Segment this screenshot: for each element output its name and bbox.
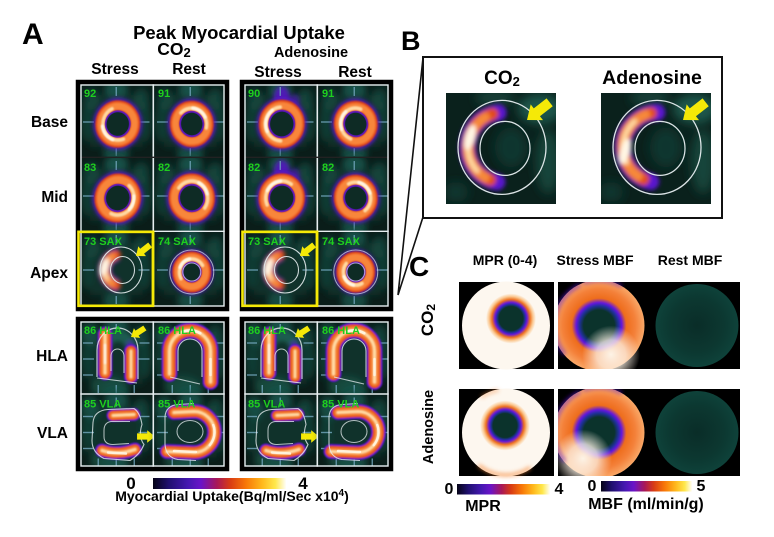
svg-text:Adenosine: Adenosine (274, 45, 348, 61)
svg-text:82: 82 (158, 162, 170, 174)
svg-text:MBF (ml/min/g): MBF (ml/min/g) (588, 496, 704, 513)
svg-text:Stress: Stress (91, 61, 138, 78)
svg-text:0: 0 (126, 474, 135, 493)
svg-text:CO2: CO2 (418, 304, 438, 337)
svg-text:73 SAX: 73 SAX (248, 236, 287, 248)
svg-text:A: A (22, 18, 44, 51)
svg-text:Rest MBF: Rest MBF (658, 252, 723, 268)
svg-text:MPR (0-4): MPR (0-4) (473, 252, 538, 268)
svg-text:Adenosine: Adenosine (602, 67, 702, 89)
svg-text:Stress: Stress (254, 64, 301, 81)
svg-text:4: 4 (555, 481, 564, 498)
svg-text:MPR: MPR (465, 498, 501, 515)
svg-text:86 HLA: 86 HLA (84, 325, 122, 337)
svg-text:86 HLA: 86 HLA (322, 325, 360, 337)
svg-text:86 HLA: 86 HLA (158, 325, 196, 337)
svg-text:5: 5 (697, 478, 706, 495)
svg-text:85 VLA: 85 VLA (84, 399, 121, 411)
svg-text:Rest: Rest (172, 61, 206, 78)
svg-text:92: 92 (84, 88, 96, 100)
svg-text:0: 0 (588, 478, 597, 495)
svg-text:86 HLA: 86 HLA (248, 325, 286, 337)
svg-text:74 SAX: 74 SAX (322, 236, 361, 248)
svg-text:Adenosine: Adenosine (421, 390, 437, 464)
svg-text:VLA: VLA (37, 425, 68, 442)
svg-text:91: 91 (158, 88, 170, 100)
svg-text:CO2: CO2 (484, 68, 520, 89)
svg-text:Peak Myocardial Uptake: Peak Myocardial Uptake (133, 22, 345, 43)
svg-text:Base: Base (31, 114, 68, 131)
svg-text:85 VLA: 85 VLA (158, 399, 195, 411)
svg-text:82: 82 (322, 162, 334, 174)
svg-text:Stress MBF: Stress MBF (556, 252, 633, 268)
svg-text:4: 4 (298, 474, 308, 493)
svg-text:B: B (401, 26, 421, 56)
svg-text:82: 82 (248, 162, 260, 174)
svg-text:91: 91 (322, 88, 334, 100)
svg-text:74 SAX: 74 SAX (158, 236, 197, 248)
svg-text:Myocardial Uptake(Bq/ml/Sec x1: Myocardial Uptake(Bq/ml/Sec x104) (115, 488, 349, 504)
svg-text:83: 83 (84, 162, 96, 174)
svg-text:Mid: Mid (41, 189, 68, 206)
svg-text:73 SAX: 73 SAX (84, 236, 123, 248)
svg-text:85 VLA: 85 VLA (322, 399, 359, 411)
svg-text:Apex: Apex (30, 265, 68, 282)
svg-text:Rest: Rest (338, 64, 372, 81)
svg-text:85 VLA: 85 VLA (248, 399, 285, 411)
svg-text:90: 90 (248, 88, 260, 100)
svg-text:HLA: HLA (36, 348, 68, 365)
svg-text:CO2: CO2 (157, 39, 190, 60)
svg-text:0: 0 (445, 481, 454, 498)
svg-text:C: C (409, 251, 429, 282)
